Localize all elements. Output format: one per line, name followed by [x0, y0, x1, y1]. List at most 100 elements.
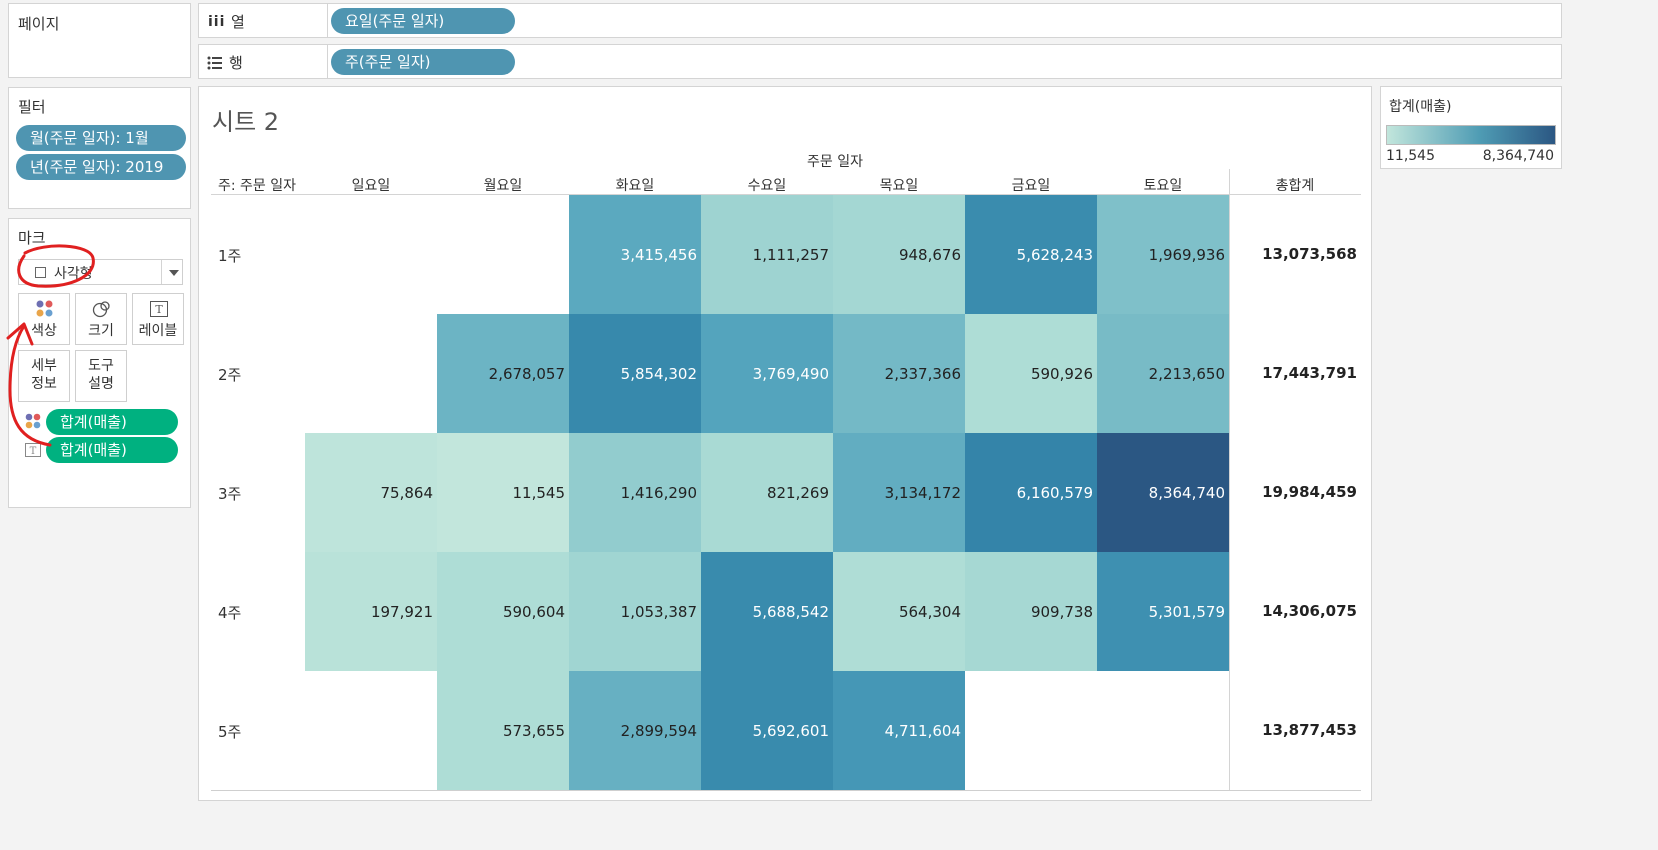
- heatmap-cell[interactable]: 5,692,601: [701, 671, 833, 790]
- row-header[interactable]: 5주: [218, 722, 242, 741]
- heatmap-cell[interactable]: 11,545: [437, 433, 569, 552]
- color-button[interactable]: 색상: [18, 293, 70, 345]
- filters-title: 필터: [18, 98, 46, 116]
- mark-type-dropdown[interactable]: 사각형: [18, 259, 183, 285]
- row-header[interactable]: 4주: [218, 603, 242, 622]
- row-total: 19,984,459: [1262, 482, 1357, 501]
- row-header-title: 주: 주문 일자: [218, 178, 297, 194]
- column-header[interactable]: 화요일: [615, 178, 655, 194]
- legend-max: 8,364,740: [1482, 148, 1554, 164]
- column-header[interactable]: 수요일: [747, 178, 787, 194]
- heatmap-cell[interactable]: 590,604: [437, 552, 569, 671]
- color-dots-icon: [36, 300, 53, 317]
- heatmap-cell[interactable]: 564,304: [833, 552, 965, 671]
- heatmap-cell[interactable]: 821,269: [701, 433, 833, 552]
- sheet-view: 시트 2 주문 일자 주: 주문 일자 일요일 월요일 화요일 수요일 목요일 금요일 토요…: [198, 86, 1372, 801]
- sheet-title: 시트 2: [212, 108, 280, 136]
- legend-gradient-bar: [1386, 125, 1556, 145]
- marks-title: 마크: [18, 229, 46, 247]
- svg-text:T: T: [155, 303, 163, 316]
- heatmap-cell[interactable]: 2,213,650: [1097, 314, 1229, 433]
- label-field-pill[interactable]: 합계(매출): [46, 437, 178, 463]
- detail-label-line1: 세부: [31, 358, 57, 374]
- heatmap-cell[interactable]: 5,688,542: [701, 552, 833, 671]
- heatmap-cell[interactable]: 1,111,257: [701, 195, 833, 314]
- tooltip-label-line1: 도구: [88, 358, 114, 374]
- row-header[interactable]: 1주: [218, 246, 242, 265]
- total-divider: [1229, 169, 1230, 790]
- heatmap-cell[interactable]: 909,738: [965, 552, 1097, 671]
- svg-text:T: T: [30, 446, 37, 457]
- row-header[interactable]: 2주: [218, 365, 242, 384]
- column-header[interactable]: 금요일: [1011, 178, 1051, 194]
- row-total: 13,877,453: [1262, 720, 1357, 739]
- columns-icon: iii: [208, 14, 226, 30]
- legend-min: 11,545: [1386, 148, 1435, 164]
- tooltip-button[interactable]: 도구 설명: [75, 350, 127, 402]
- color-dots-icon: [25, 413, 41, 429]
- heatmap-cell[interactable]: 1,416,290: [569, 433, 701, 552]
- pages-title: 페이지: [18, 15, 60, 33]
- heatmap-cell[interactable]: 5,628,243: [965, 195, 1097, 314]
- heatmap-cell[interactable]: 590,926: [965, 314, 1097, 433]
- filter-pill-year[interactable]: 년(주문 일자): 2019: [16, 154, 186, 180]
- columns-pill[interactable]: 요일(주문 일자): [331, 8, 515, 34]
- dropdown-divider: [161, 260, 162, 284]
- columns-shelf[interactable]: iii 열 요일(주문 일자): [198, 3, 1562, 38]
- chevron-down-icon: [169, 270, 179, 276]
- text-label-icon: T: [150, 301, 168, 317]
- mark-type-label: 사각형: [54, 266, 93, 282]
- pages-card: 페이지: [8, 3, 191, 78]
- shelf-divider: [327, 4, 328, 37]
- heatmap-cell[interactable]: 5,301,579: [1097, 552, 1229, 671]
- heatmap-cell[interactable]: 2,899,594: [569, 671, 701, 790]
- heatmap-cell[interactable]: 573,655: [437, 671, 569, 790]
- rows-label: 행: [229, 54, 243, 72]
- heatmap-cell[interactable]: 3,769,490: [701, 314, 833, 433]
- heatmap-grid: 일요일 월요일 화요일 수요일 목요일 금요일 토요일 총합계 1주 3,415,456 1,111…: [199, 87, 1373, 802]
- filter-pill-month[interactable]: 월(주문 일자): 1월: [16, 125, 186, 151]
- rows-icon: [207, 56, 222, 70]
- row-total: 14,306,075: [1262, 601, 1357, 620]
- heatmap-cell[interactable]: 3,134,172: [833, 433, 965, 552]
- heatmap-cell[interactable]: 1,969,936: [1097, 195, 1229, 314]
- columns-label: 열: [231, 13, 245, 31]
- column-header[interactable]: 목요일: [879, 178, 919, 194]
- rows-pill[interactable]: 주(주문 일자): [331, 49, 515, 75]
- filters-card: 필터 월(주문 일자): 1월 년(주문 일자): 2019: [8, 87, 191, 209]
- tooltip-label-line2: 설명: [88, 376, 114, 392]
- heatmap-cell[interactable]: 2,678,057: [437, 314, 569, 433]
- header-divider: [211, 194, 1361, 195]
- row-total: 13,073,568: [1262, 244, 1357, 263]
- grid-bottom-line: [211, 790, 1361, 791]
- heatmap-cell[interactable]: 4,711,604: [833, 671, 965, 790]
- column-header[interactable]: 토요일: [1143, 178, 1183, 194]
- heatmap-cell[interactable]: 5,854,302: [569, 314, 701, 433]
- detail-button[interactable]: 세부 정보: [18, 350, 70, 402]
- color-legend: 합계(매출) 11,545 8,364,740: [1380, 86, 1562, 169]
- label-button-label: 레이블: [138, 323, 178, 339]
- heatmap-cell[interactable]: 3,415,456: [569, 195, 701, 314]
- square-icon: [35, 267, 46, 278]
- heatmap-cell[interactable]: 1,053,387: [569, 552, 701, 671]
- size-button[interactable]: 크기: [75, 293, 127, 345]
- shelf-divider: [327, 45, 328, 78]
- label-button[interactable]: T 레이블: [132, 293, 184, 345]
- heatmap-cell[interactable]: 2,337,366: [833, 314, 965, 433]
- heatmap-cell[interactable]: 75,864: [305, 433, 437, 552]
- row-total: 17,443,791: [1262, 363, 1357, 382]
- rows-shelf[interactable]: 행 주(주문 일자): [198, 44, 1562, 79]
- heatmap-cell[interactable]: 948,676: [833, 195, 965, 314]
- heatmap-cell[interactable]: 6,160,579: [965, 433, 1097, 552]
- column-header[interactable]: 일요일: [351, 178, 391, 194]
- heatmap-cell[interactable]: 197,921: [305, 552, 437, 671]
- color-button-label: 색상: [31, 323, 57, 339]
- color-field-pill[interactable]: 합계(매출): [46, 409, 178, 435]
- total-column-header: 총합계: [1275, 178, 1315, 194]
- marks-card: 마크 사각형 색상 크기 T 레이블 세부 정보 도구: [8, 218, 191, 508]
- column-group-header: 주문 일자: [807, 154, 863, 170]
- size-icon: [92, 301, 110, 318]
- heatmap-cell[interactable]: 8,364,740: [1097, 433, 1229, 552]
- column-header[interactable]: 월요일: [483, 178, 523, 194]
- row-header[interactable]: 3주: [218, 484, 242, 503]
